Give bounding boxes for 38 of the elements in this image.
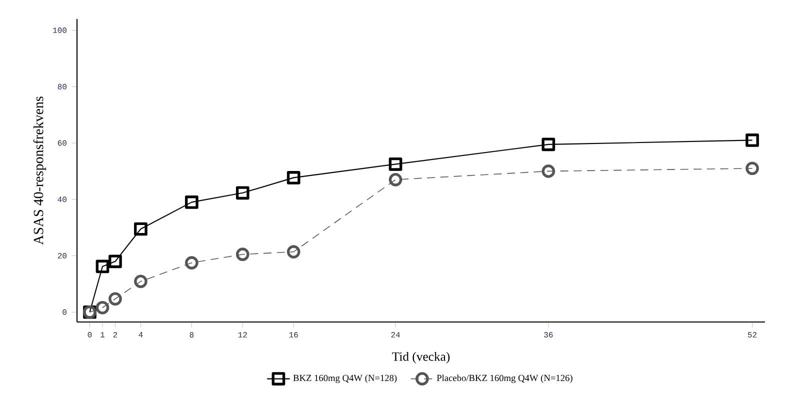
x-tick-label: 4 [138, 332, 143, 338]
x-tick-label: 8 [190, 332, 194, 338]
x-tick-label: 2 [113, 332, 118, 338]
x-tick-label: 12 [238, 332, 247, 338]
x-tick-label: 0 [88, 332, 92, 338]
y-tick-label: 0 [62, 309, 66, 315]
point [542, 164, 556, 178]
x-tick-label: 52 [748, 332, 757, 338]
point [185, 256, 198, 270]
point [236, 186, 250, 200]
x-tick-label: 1 [100, 332, 104, 338]
y-tick-label: 60 [58, 140, 66, 146]
y-axis-title: ASAS 40-responsfrekvens [33, 96, 46, 245]
point [286, 171, 300, 184]
point [388, 172, 402, 186]
point [286, 245, 300, 258]
point [96, 260, 110, 274]
point [746, 162, 759, 176]
point [96, 300, 110, 314]
point [746, 134, 759, 147]
point [134, 222, 148, 236]
y-tick-label: 20 [58, 253, 66, 258]
point [388, 157, 402, 171]
point [108, 254, 122, 268]
point [108, 292, 122, 306]
legend-label: BKZ 160mg Q4W (N=128) [293, 374, 397, 384]
point [185, 196, 198, 209]
y-tick-label: 80 [58, 84, 66, 90]
point [236, 248, 250, 262]
point [542, 138, 556, 152]
legend-label: Placebo/BKZ 160mg Q4W (N=126) [436, 374, 572, 384]
x-tick-label: 24 [391, 332, 400, 338]
x-tick-label: 16 [289, 332, 298, 338]
x-tick-label: 36 [544, 332, 553, 338]
y-tick-label: 100 [53, 28, 66, 33]
x-axis-title: Tid (vecka) [392, 352, 450, 364]
y-tick-label: 40 [58, 196, 66, 202]
point [134, 274, 148, 288]
